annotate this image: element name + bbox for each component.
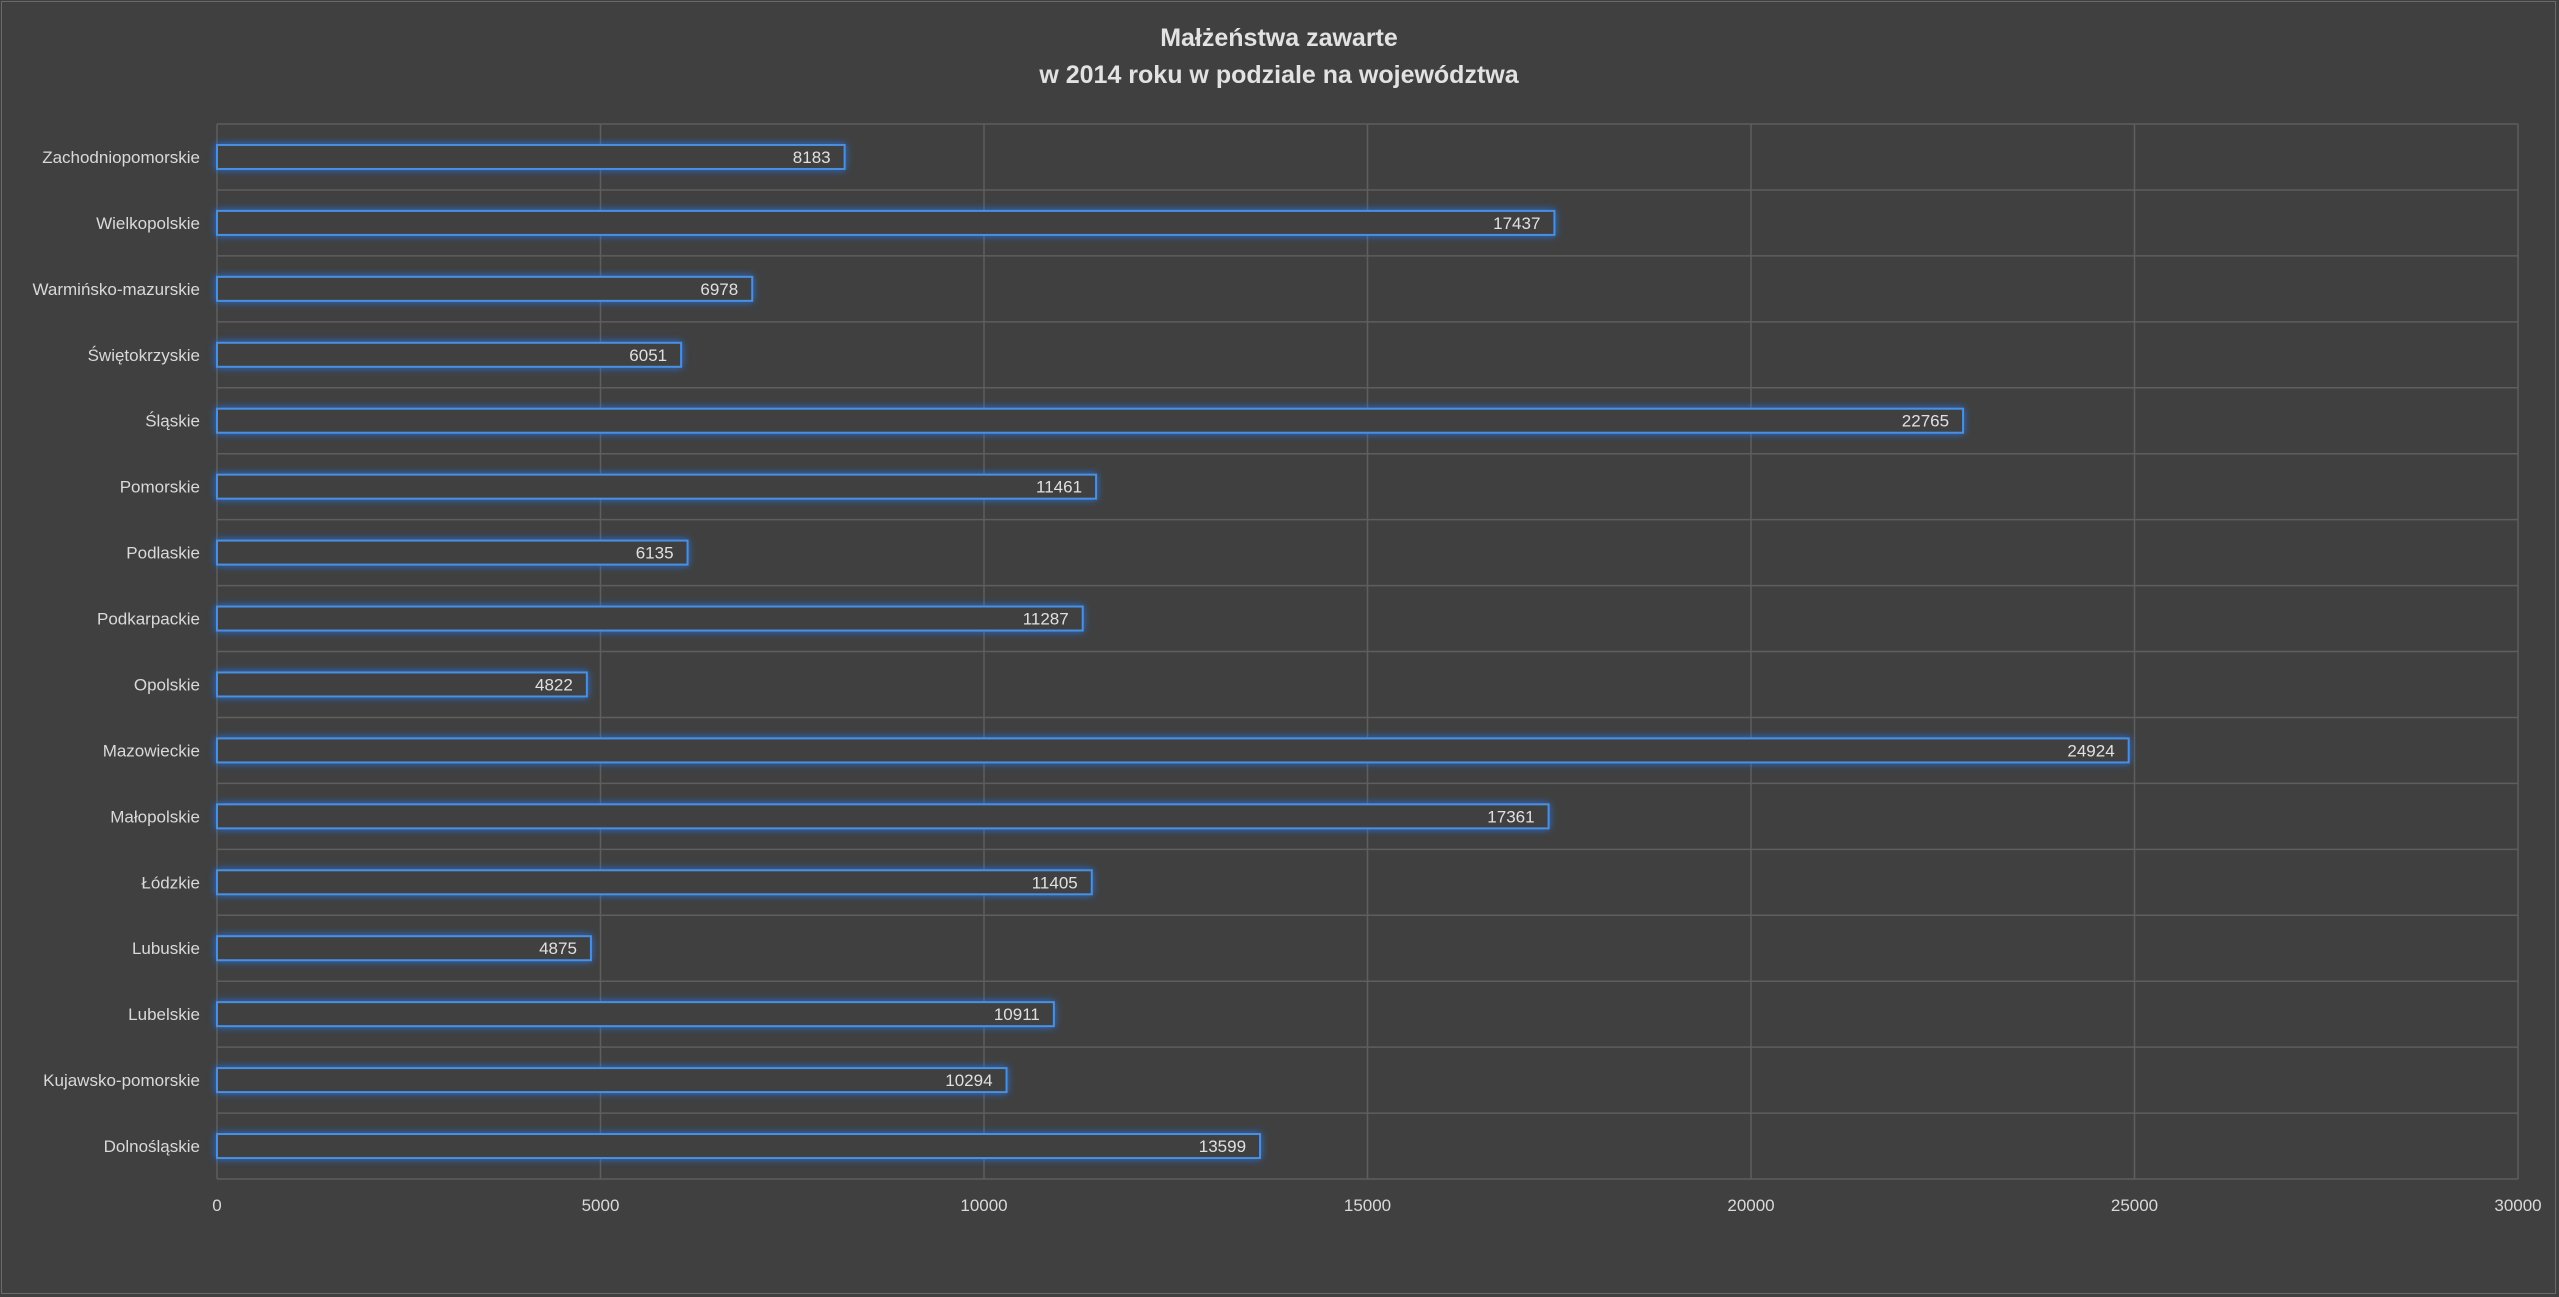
- data-label: 11287: [1023, 610, 1069, 629]
- category-label: Podlaskie: [126, 544, 200, 563]
- x-tick-label: 5000: [582, 1196, 620, 1215]
- data-label: 6978: [700, 280, 738, 299]
- data-label: 6051: [629, 346, 667, 365]
- category-label: Opolskie: [134, 675, 200, 694]
- bar: [216, 1133, 1262, 1160]
- bar: [216, 737, 2130, 764]
- x-axis-tick-labels: 0 5000 10000 15000 20000 25000 30000: [212, 1196, 2541, 1215]
- data-label: 8183: [793, 148, 831, 167]
- category-label: Pomorskie: [120, 478, 200, 497]
- category-label: Mazowieckie: [103, 741, 200, 760]
- category-label: Wielkopolskie: [96, 214, 200, 233]
- bar: [216, 869, 1093, 896]
- bars: 8183 17437 6978 6051 22765 11461 6135 11287 4822…: [216, 143, 2130, 1160]
- bar: [216, 341, 683, 368]
- bar: [216, 605, 1084, 632]
- data-label: 24924: [2067, 741, 2114, 760]
- category-label: Podkarpackie: [97, 610, 200, 629]
- category-label: Dolnośląskie: [104, 1137, 200, 1156]
- bar: [216, 143, 846, 170]
- bar: [216, 407, 1965, 434]
- data-label: 22765: [1902, 412, 1949, 431]
- category-label: Małopolskie: [110, 807, 200, 826]
- x-tick-label: 10000: [960, 1196, 1007, 1215]
- gridlines: [216, 123, 2519, 1180]
- bar: [216, 539, 689, 566]
- data-label: 10294: [945, 1071, 992, 1090]
- category-label: Łódzkie: [141, 873, 200, 892]
- data-label: 17361: [1487, 807, 1534, 826]
- x-tick-label: 15000: [1344, 1196, 1391, 1215]
- bar: [216, 1001, 1055, 1028]
- bar: [216, 209, 1556, 236]
- data-label: 4875: [539, 939, 577, 958]
- category-label: Lubuskie: [132, 939, 200, 958]
- category-labels: Zachodniopomorskie Wielkopolskie Warmińsko…: [32, 148, 200, 1156]
- bar: [216, 935, 592, 962]
- category-label: Zachodniopomorskie: [42, 148, 200, 167]
- category-label: Warmińsko-mazurskie: [32, 280, 200, 299]
- category-label: Kujawsko-pomorskie: [43, 1071, 200, 1090]
- category-label: Lubelskie: [128, 1005, 200, 1024]
- category-label: Śląskie: [145, 412, 200, 431]
- x-tick-label: 20000: [1727, 1196, 1774, 1215]
- bar: [216, 1067, 1008, 1094]
- x-tick-label: 0: [212, 1196, 221, 1215]
- x-tick-label: 30000: [2494, 1196, 2541, 1215]
- bar: [216, 275, 754, 302]
- data-label: 6135: [636, 544, 674, 563]
- data-label: 13599: [1199, 1137, 1246, 1156]
- chart-title-line2: w 2014 roku w podziale na województwa: [1038, 61, 1519, 89]
- data-label: 10911: [994, 1005, 1040, 1024]
- bar: [216, 803, 1550, 830]
- category-label: Świętokrzyskie: [88, 346, 200, 365]
- bar: [216, 671, 588, 698]
- data-label: 4822: [535, 675, 573, 694]
- bar: [216, 473, 1098, 500]
- data-label: 17437: [1493, 214, 1540, 233]
- chart-title-line1: Małżeństwa zawarte: [1160, 24, 1398, 52]
- data-label: 11461: [1036, 478, 1082, 497]
- data-label: 11405: [1032, 873, 1078, 892]
- x-tick-label: 25000: [2111, 1196, 2158, 1215]
